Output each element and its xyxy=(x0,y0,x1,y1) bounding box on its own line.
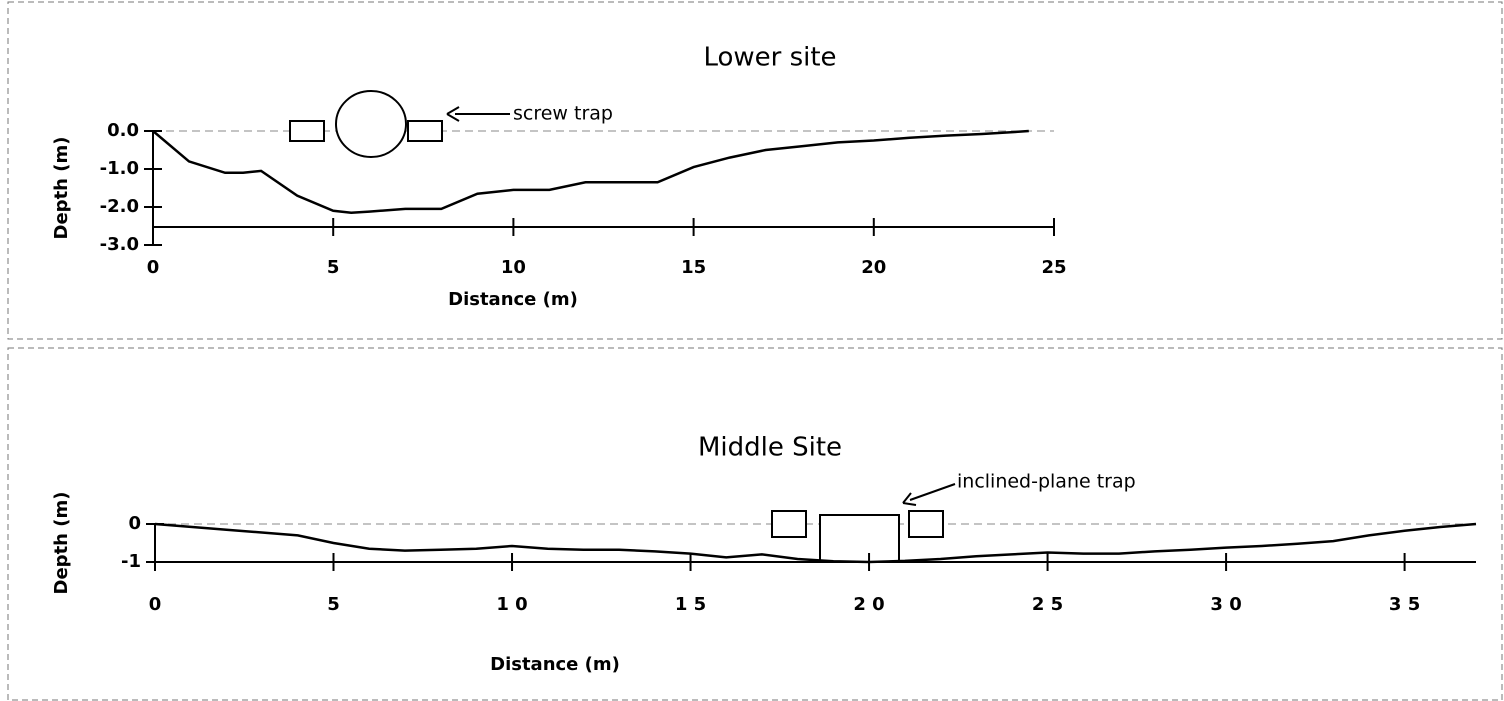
screw-trap xyxy=(335,90,407,158)
annotation: inclined-plane trap xyxy=(957,471,1136,493)
x-tick-label: 1 5 xyxy=(675,594,706,615)
inclined-plane-trap xyxy=(819,514,900,563)
x-tick-label: 2 0 xyxy=(853,594,884,615)
x-tick-label: 0 xyxy=(149,594,162,615)
x-tick-label: 3 5 xyxy=(1389,594,1420,615)
x-axis-label: Distance (m) xyxy=(448,289,578,310)
depth-profile xyxy=(152,129,1029,214)
x-tick-label: 1 0 xyxy=(496,594,527,615)
trap-pontoon xyxy=(289,120,325,142)
y-axis-label: Depth (m) xyxy=(51,492,72,595)
trap-pontoon xyxy=(407,120,443,142)
annotation: screw trap xyxy=(513,103,613,125)
trap-pontoon xyxy=(908,510,944,538)
y-tick-label: -1.0 xyxy=(100,158,139,179)
annotation-arrow xyxy=(909,483,956,501)
x-axis-label: Distance (m) xyxy=(490,654,620,675)
panel-frame xyxy=(7,1,1503,340)
trap-pontoon xyxy=(771,510,807,538)
x-tick-label: 15 xyxy=(681,257,706,278)
annotation-arrow xyxy=(902,492,917,506)
x-tick-label: 3 0 xyxy=(1210,594,1241,615)
x-tick-label: 5 xyxy=(327,257,340,278)
x-tick-label: 20 xyxy=(861,257,886,278)
y-tick-label: -2.0 xyxy=(100,196,139,217)
y-tick-label: 0 xyxy=(128,513,141,534)
y-tick-label: -1 xyxy=(121,551,141,572)
chart-title: Lower site xyxy=(703,43,836,73)
x-tick-label: 0 xyxy=(147,257,160,278)
panel-frame xyxy=(7,347,1503,701)
y-tick-label: 0.0 xyxy=(107,120,139,141)
x-tick-label: 25 xyxy=(1041,257,1066,278)
depth-profile xyxy=(154,522,1477,564)
chart-title: Middle Site xyxy=(698,433,842,463)
x-tick-label: 5 xyxy=(327,594,340,615)
y-tick-label: -3.0 xyxy=(100,234,139,255)
x-tick-label: 2 5 xyxy=(1032,594,1063,615)
x-tick-label: 10 xyxy=(501,257,526,278)
annotation-arrow xyxy=(446,106,460,122)
y-axis-label: Depth (m) xyxy=(51,137,72,240)
